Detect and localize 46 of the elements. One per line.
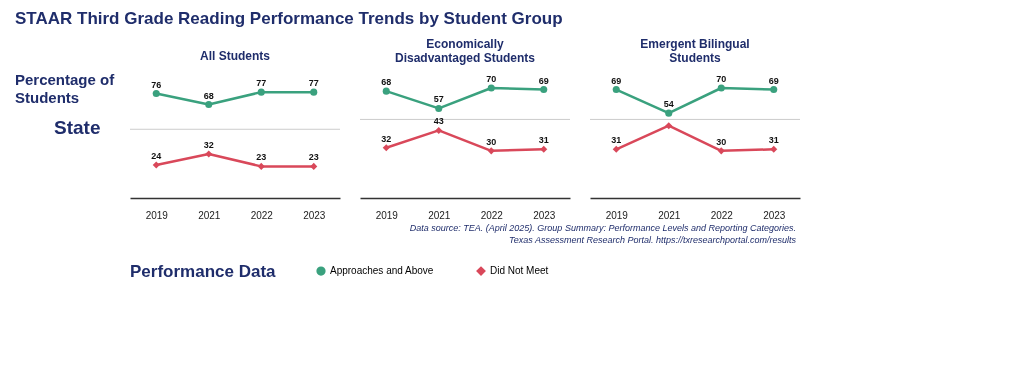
x-tick-label: 2021 [428, 209, 451, 221]
data-label: 31 [611, 135, 622, 146]
x-tick-label: 2019 [605, 209, 629, 221]
data-label: 70 [486, 74, 497, 84]
data-label: 24 [151, 151, 162, 161]
x-tick-label: 2019 [375, 209, 399, 221]
text: Percentage of Students [15, 71, 116, 106]
data-label: 68 [203, 90, 214, 101]
data-label: 31 [538, 135, 549, 146]
legend-label: Did Not Meet [490, 265, 549, 277]
chart-title: All Students [199, 49, 271, 63]
x-tick-label: 2021 [658, 209, 681, 221]
data-label: 30 [486, 136, 497, 147]
source-note: Data source: TEA. (April 2025). Group Summary: Performance Levels and Reporting Categories. [409, 223, 796, 233]
x-tick-label: 2023 [303, 209, 326, 221]
x-tick-label: 2021 [198, 209, 221, 221]
data-label: 77 [308, 78, 319, 89]
data-label: 30 [716, 136, 727, 147]
x-tick-label: 2022 [710, 209, 734, 221]
data-label: 57 [433, 94, 444, 105]
data-label: 23 [308, 152, 319, 163]
x-tick-label: 2023 [533, 209, 556, 221]
y-axis-title: State [54, 117, 101, 138]
data-label: 54 [663, 99, 674, 110]
data-label: 31 [768, 135, 779, 146]
legend-title: Performance Data [130, 262, 277, 281]
data-label: 77 [256, 78, 267, 89]
data-label: 70 [716, 74, 727, 84]
x-tick-label: 2022 [480, 209, 504, 221]
data-label: 69 [768, 75, 779, 86]
data-label: 32 [203, 140, 214, 150]
legend-label: Approaches and Above [330, 265, 434, 277]
text: STAAR Third Grade Reading Performance Trends by Student Group [15, 9, 563, 28]
data-label: 32 [381, 133, 392, 144]
data-label: 69 [611, 75, 622, 86]
data-label: 68 [381, 77, 392, 88]
text: Texas Assessment Research Portal. https://txresearchportal.com/results [509, 235, 797, 245]
x-tick-label: 2019 [145, 209, 169, 221]
x-tick-label: 2022 [250, 209, 274, 221]
chart-title: Economically Disadvantaged Students [394, 37, 536, 65]
data-label: 43 [433, 116, 444, 127]
data-label: 69 [538, 75, 549, 86]
chart-title: Emergent Bilingual Students [640, 37, 750, 65]
x-tick-label: 2023 [763, 209, 786, 221]
data-label: 23 [256, 152, 267, 163]
data-label: 76 [151, 79, 162, 90]
